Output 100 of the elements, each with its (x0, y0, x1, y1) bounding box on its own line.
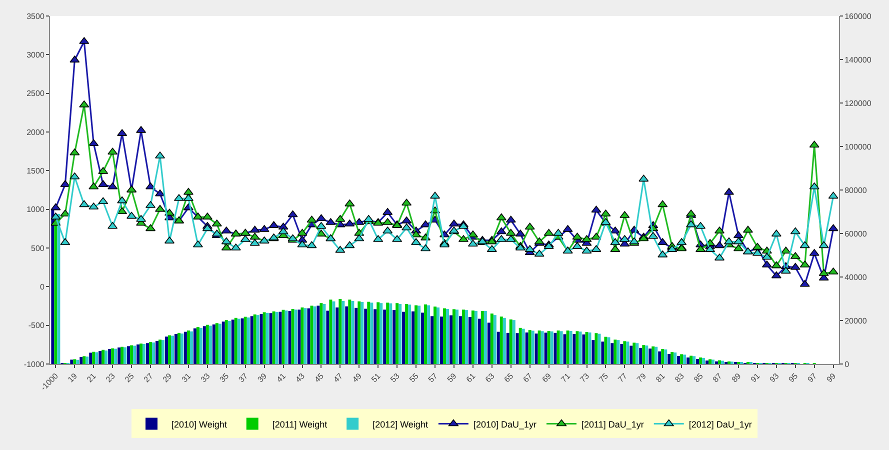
bar (193, 328, 196, 364)
bar (484, 310, 487, 364)
bar (474, 310, 478, 364)
bar (162, 340, 165, 364)
x-tick-label: 75 (597, 371, 610, 384)
bar (458, 316, 462, 364)
bar (89, 352, 92, 364)
bar (272, 311, 276, 364)
x-tick-label: 19 (66, 371, 80, 384)
bar (266, 312, 269, 364)
bar (269, 313, 272, 364)
bar (260, 314, 263, 364)
bar (304, 308, 307, 364)
bar (102, 350, 105, 364)
y-tick-label: -1000 (24, 360, 45, 369)
bar (170, 336, 174, 364)
bar (142, 344, 146, 364)
bar (516, 333, 519, 364)
bar (316, 306, 320, 364)
x-tick-label: 23 (104, 371, 118, 384)
x-tick-label: 57 (426, 371, 440, 384)
bar (658, 351, 662, 364)
bar (376, 302, 380, 364)
bar (215, 323, 218, 364)
y-tick-label: 3500 (26, 12, 45, 21)
bar (202, 326, 206, 364)
x-tick-label: 47 (332, 371, 345, 384)
x-tick-label: 31 (180, 371, 194, 384)
bar (354, 308, 358, 364)
bar (455, 310, 458, 364)
bar (360, 302, 364, 364)
bar (256, 315, 260, 364)
bar (186, 330, 190, 364)
bar (468, 317, 472, 364)
y2-tick-label: 120000 (844, 98, 872, 108)
bar (70, 360, 74, 364)
bar (174, 334, 178, 364)
x-tick-label: 25 (123, 371, 136, 384)
bar (348, 300, 352, 364)
bar (127, 346, 130, 364)
bar (598, 334, 601, 364)
bar (639, 348, 642, 364)
bar (246, 317, 250, 364)
x-tick-label: 29 (161, 371, 174, 384)
bar (396, 303, 399, 364)
bar (690, 356, 693, 364)
bar (291, 308, 294, 364)
legend-label: [2011] Weight (272, 419, 328, 430)
bar (208, 326, 212, 364)
bar (111, 348, 114, 364)
bar (298, 310, 301, 364)
bar (199, 328, 202, 364)
bar (563, 334, 566, 364)
x-tick-label: 39 (256, 371, 269, 384)
bar (177, 332, 180, 364)
bar (383, 310, 386, 364)
bar (531, 330, 534, 364)
bar (86, 356, 89, 364)
x-tick-label: 67 (521, 371, 534, 384)
bar (652, 346, 655, 364)
bar (626, 342, 630, 364)
bar (140, 344, 143, 364)
bar (446, 308, 449, 364)
x-tick-label: 27 (142, 371, 156, 384)
bar (632, 342, 636, 364)
bar (108, 348, 112, 364)
bar (718, 360, 722, 364)
bar (76, 360, 80, 364)
bar (222, 322, 225, 364)
y2-tick-label: 100000 (844, 142, 872, 152)
bar (253, 314, 256, 364)
bar (721, 360, 724, 364)
bar (614, 340, 617, 364)
bar (278, 312, 282, 364)
bar (572, 334, 576, 364)
bar (231, 320, 234, 364)
bar (158, 340, 162, 364)
x-tick-label: 55 (408, 371, 421, 384)
x-tick-label: 71 (559, 371, 572, 384)
x-tick-label: 45 (312, 371, 326, 384)
x-tick-label: 33 (199, 371, 212, 384)
y-tick-label: 1500 (26, 166, 45, 176)
bar (607, 337, 610, 364)
x-tick-label: 65 (502, 371, 516, 384)
y-tick-label: 3000 (26, 50, 45, 60)
bar (502, 318, 506, 364)
bar (329, 300, 332, 364)
bar (480, 310, 484, 364)
bar (556, 330, 560, 364)
bar (604, 336, 608, 364)
bar (712, 360, 715, 364)
bar (686, 357, 690, 364)
bar (380, 303, 383, 364)
bar (421, 312, 424, 364)
x-tick-label: 81 (654, 371, 668, 384)
bar (496, 332, 500, 364)
bar (727, 361, 730, 364)
bar (262, 312, 266, 364)
x-tick-label: 37 (236, 371, 250, 384)
bar (196, 327, 200, 364)
